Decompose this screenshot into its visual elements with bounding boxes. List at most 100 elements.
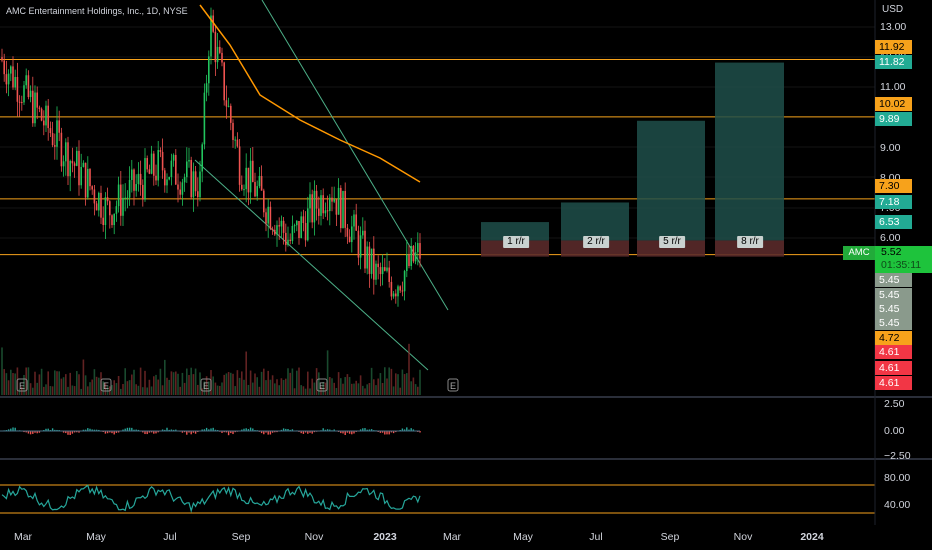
volume-bar (203, 381, 206, 395)
macd-bar (307, 431, 309, 434)
earnings-marker-label: E (19, 381, 25, 391)
candle-body (153, 153, 155, 176)
volume-bar (331, 378, 333, 395)
rr-stop-zone (481, 240, 549, 257)
candle-body (78, 150, 80, 186)
candle-body (183, 177, 186, 183)
macd-bar (274, 431, 276, 433)
volume-bar (355, 380, 357, 395)
candle-body (340, 187, 342, 229)
symbol-tag: AMC (843, 246, 875, 260)
rr-target-zone (715, 62, 784, 241)
volume-bar (117, 375, 120, 395)
volume-bar (153, 376, 155, 395)
macd-bar (78, 431, 80, 433)
macd-bar (128, 427, 131, 432)
macd-bar (227, 431, 230, 436)
macd-bar (311, 431, 313, 434)
macd-bar (124, 428, 126, 432)
macd-bar (65, 431, 67, 434)
candle-body (126, 197, 129, 199)
macd-bar (153, 431, 155, 434)
macd-bar (23, 431, 25, 433)
candle-body (148, 169, 151, 174)
candle-body (289, 239, 291, 241)
candle-body (175, 154, 177, 185)
candle-body (117, 184, 120, 207)
volume-bar (287, 368, 289, 395)
volume-bar (183, 382, 186, 395)
volume-bar (45, 384, 47, 395)
time-tick: Jul (589, 531, 603, 543)
candle-body (379, 267, 382, 275)
macd-bar (322, 428, 324, 432)
candle-body (412, 246, 415, 262)
candle-body (18, 101, 21, 103)
candle-body (84, 162, 87, 198)
macd-bar (12, 427, 14, 432)
volume-bar (199, 372, 201, 395)
volume-bar (302, 386, 305, 395)
volume-bar (263, 368, 265, 395)
volume-bar (120, 388, 122, 395)
volume-bar (157, 379, 159, 395)
lower-trendline (194, 159, 429, 371)
time-tick: Sep (660, 531, 680, 543)
volume-bar (113, 380, 115, 395)
candle-body (397, 286, 399, 297)
volume-bar (256, 377, 258, 395)
volume-bar (102, 381, 104, 395)
volume-bar (271, 375, 274, 395)
volume-bar (370, 367, 373, 395)
current-price: 5.52 (881, 246, 902, 258)
volume-bar (80, 388, 82, 395)
candle-body (225, 100, 228, 107)
candle-body (322, 195, 324, 214)
macd-bar (197, 431, 199, 433)
candle-body (3, 60, 5, 75)
candlesticks (1, 7, 421, 307)
candle-body (199, 171, 201, 198)
volume-bar (194, 368, 197, 395)
macd-bar (401, 428, 404, 432)
rsi-tick: 80.00 (884, 472, 911, 484)
macd-bar (51, 428, 54, 432)
earnings-marker-box (447, 378, 459, 392)
volume-bar (78, 374, 80, 395)
candle-body (366, 246, 368, 269)
volume-bar (62, 377, 65, 395)
candle-body (87, 168, 89, 198)
macd-bar (62, 431, 65, 433)
macd-bar (29, 431, 32, 435)
candle-body (311, 194, 313, 223)
volume-bar (65, 374, 67, 395)
trendlines[interactable] (194, 0, 449, 371)
candle-body (329, 197, 331, 211)
price-badge: 10.02 (875, 97, 912, 111)
volume-bar (175, 371, 177, 395)
price-badge: 4.61 (875, 361, 912, 375)
volume-bar (366, 384, 368, 395)
panel-divider (0, 396, 932, 398)
rr-target-zone (561, 202, 629, 241)
macd-bar (14, 427, 16, 432)
volume-bar (89, 382, 91, 395)
risk-reward-zones[interactable] (481, 62, 784, 257)
volume-bar (324, 382, 327, 395)
macd-bar (106, 431, 109, 434)
candle-body (144, 158, 146, 200)
candle-body (1, 57, 3, 61)
candle-body (122, 197, 124, 216)
macd-bar (326, 429, 329, 432)
bar-countdown: 01:35:11 (881, 259, 922, 271)
price-badge: 11.82 (875, 55, 912, 69)
macd-bar (232, 431, 234, 435)
volume-bar (201, 388, 203, 395)
macd-bar (342, 431, 344, 434)
candle-body (194, 171, 197, 192)
macd-bar (406, 427, 408, 432)
volume-bar (348, 377, 351, 395)
volume-bar (29, 383, 32, 395)
candle-body (181, 182, 184, 195)
